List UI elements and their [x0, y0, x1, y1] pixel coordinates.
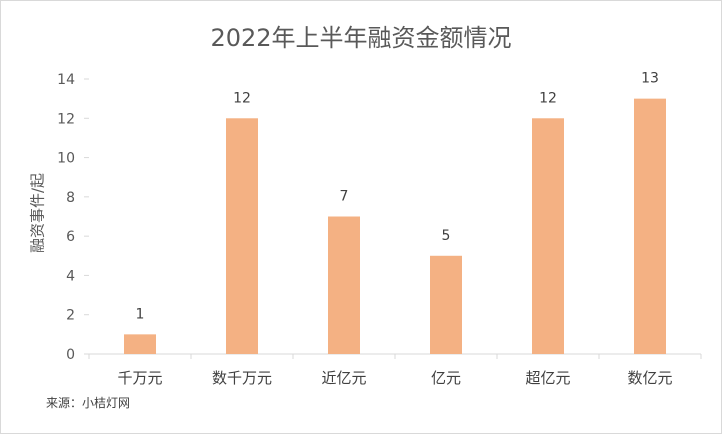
x-category-label: 数千万元 [212, 369, 272, 387]
x-category-label: 亿元 [431, 369, 461, 387]
data-label: 12 [539, 90, 557, 106]
y-tick-label: 14 [57, 72, 75, 88]
data-label: 5 [442, 228, 451, 244]
data-label: 1 [136, 306, 145, 322]
x-category-label: 超亿元 [525, 369, 570, 387]
y-tick-label: 0 [66, 347, 75, 363]
x-category-label: 千万元 [117, 369, 162, 387]
y-tick-label: 4 [66, 268, 75, 284]
bar [430, 255, 462, 354]
bar [328, 216, 360, 354]
y-tick-label: 8 [66, 190, 75, 206]
y-tick-label: 10 [57, 151, 75, 167]
bar [226, 118, 258, 355]
data-label: 7 [340, 189, 349, 205]
y-tick-label: 2 [66, 308, 75, 324]
y-tick-label: 12 [57, 111, 75, 127]
bar [532, 118, 564, 355]
x-category-label: 数亿元 [627, 369, 672, 387]
y-tick-label: 6 [66, 229, 75, 245]
data-label: 12 [233, 90, 251, 106]
bar [634, 98, 666, 355]
bar [124, 334, 156, 354]
source-note: 来源：小桔灯网 [46, 396, 131, 410]
data-label: 13 [641, 71, 659, 87]
x-category-label: 近亿元 [321, 369, 366, 387]
chart-title: 2022年上半年融资金额情况 [210, 24, 512, 52]
